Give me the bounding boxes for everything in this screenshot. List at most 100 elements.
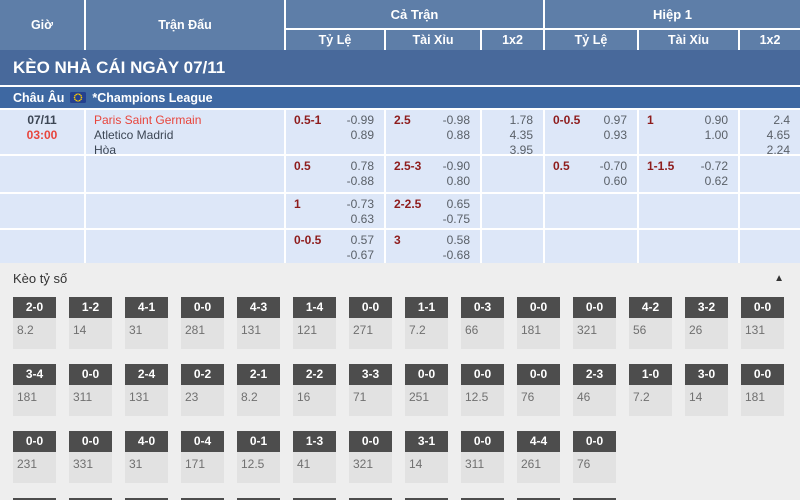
score-box[interactable]: 2-4 131 (125, 364, 168, 416)
match-time-cell (0, 194, 84, 228)
score-box[interactable]: 0-0 12.5 (461, 364, 504, 416)
score-box[interactable]: 2-0 8.2 (13, 297, 56, 349)
match-date: 07/11 (27, 113, 57, 127)
score-box[interactable]: 2-3 46 (573, 364, 616, 416)
handicap-value: 2.5-3 (394, 159, 422, 173)
score-box[interactable] (125, 498, 168, 500)
score-box[interactable] (237, 498, 280, 500)
score-label (573, 498, 616, 500)
half-handicap-cell[interactable]: 0-0.5 0.97 0.93 (545, 110, 637, 154)
score-box[interactable]: 0-2 23 (181, 364, 224, 416)
score-box[interactable]: 3-3 71 (349, 364, 392, 416)
score-box[interactable]: 0-0 331 (69, 431, 112, 483)
full-overunder-cell[interactable]: 3 0.58 -0.68 (386, 230, 480, 263)
score-box[interactable]: 0-0 231 (13, 431, 56, 483)
score-box[interactable]: 3-2 26 (685, 297, 728, 349)
odds-value: 4.35 (509, 128, 533, 142)
odds-value: 1.00 (704, 128, 728, 142)
odds-value: 0.97 (603, 113, 627, 127)
full-handicap-cell[interactable]: 0.5-1 -0.99 0.89 (286, 110, 384, 154)
draw-label: Hòa (94, 143, 117, 154)
score-box[interactable]: 0-1 12.5 (237, 431, 280, 483)
full-overunder-cell[interactable]: 2-2.5 0.65 -0.75 (386, 194, 480, 228)
score-odds: 76 (517, 385, 560, 416)
score-box[interactable] (405, 498, 448, 500)
score-box[interactable]: 0-0 321 (349, 431, 392, 483)
half-overunder-cell[interactable]: 1 0.90 1.00 (639, 110, 738, 154)
score-box[interactable]: 3-1 14 (405, 431, 448, 483)
score-box[interactable] (517, 498, 560, 500)
full-handicap-cell[interactable]: 0-0.5 0.57 -0.67 (286, 230, 384, 263)
score-box[interactable]: 2-2 16 (293, 364, 336, 416)
half-overunder-cell[interactable]: 1-1.5 -0.72 0.62 (639, 156, 738, 192)
score-box[interactable]: 1-1 7.2 (405, 297, 448, 349)
odds-value: -0.99 (346, 113, 374, 127)
score-label: 0-0 (741, 297, 784, 318)
full-handicap-cell[interactable]: 1 -0.73 0.63 (286, 194, 384, 228)
score-label: 3-0 (685, 364, 728, 385)
score-row: 2-0 8.2 1-2 14 4-1 31 0-0 281 4-3 131 1-4 121 0-0 271… (0, 297, 800, 349)
half-1x2-cell[interactable]: 2.4 4.65 2.24 (740, 110, 800, 154)
odds-value: -0.68 (442, 248, 470, 262)
score-box[interactable]: 0-0 131 (741, 297, 784, 349)
score-label: 4-1 (125, 297, 168, 318)
score-box[interactable] (349, 498, 392, 500)
score-box[interactable] (181, 498, 224, 500)
score-label (181, 498, 224, 500)
score-label: 4-0 (125, 431, 168, 452)
score-box[interactable]: 0-3 66 (461, 297, 504, 349)
score-box[interactable]: 4-4 261 (517, 431, 560, 483)
score-label (69, 498, 112, 500)
chevron-up-icon[interactable]: ▲ (774, 273, 784, 284)
score-box[interactable]: 3-4 181 (13, 364, 56, 416)
score-box[interactable]: 0-0 76 (517, 364, 560, 416)
score-box[interactable]: 1-3 41 (293, 431, 336, 483)
score-box[interactable]: 0-0 311 (461, 431, 504, 483)
score-label: 0-0 (181, 297, 224, 318)
score-box[interactable]: 0-0 181 (517, 297, 560, 349)
score-box[interactable]: 3-0 14 (685, 364, 728, 416)
score-odds: 14 (685, 385, 728, 416)
score-box[interactable]: 4-1 31 (125, 297, 168, 349)
odds-values: 0.57 -0.67 (347, 233, 374, 263)
score-box[interactable]: 4-2 56 (629, 297, 672, 349)
league-row[interactable]: Châu Âu *Champions League (0, 87, 800, 108)
odds-values: -0.98 0.88 (443, 113, 470, 154)
score-odds: 131 (237, 318, 280, 349)
odds-values: -0.70 0.60 (600, 159, 627, 192)
score-box[interactable]: 1-2 14 (69, 297, 112, 349)
score-box[interactable]: 0-0 251 (405, 364, 448, 416)
score-box[interactable]: 0-0 271 (349, 297, 392, 349)
handicap-value: 0-0.5 (553, 113, 581, 127)
odds-values: -0.72 0.62 (701, 159, 728, 192)
score-odds: 8.2 (237, 385, 280, 416)
score-box[interactable]: 0-0 181 (741, 364, 784, 416)
odds-values: 0.97 0.93 (604, 113, 627, 154)
match-teams-cell[interactable]: Paris Saint Germain Atletico Madrid Hòa (86, 110, 284, 154)
score-box[interactable]: 4-3 131 (237, 297, 280, 349)
half-handicap-cell[interactable]: 0.5 -0.70 0.60 (545, 156, 637, 192)
score-box[interactable] (461, 498, 504, 500)
odds-value: -0.72 (700, 159, 728, 173)
score-box[interactable]: 0-4 171 (181, 431, 224, 483)
score-box[interactable] (573, 498, 616, 500)
score-box[interactable]: 0-0 76 (573, 431, 616, 483)
score-box[interactable]: 0-0 281 (181, 297, 224, 349)
score-box[interactable] (69, 498, 112, 500)
full-overunder-cell[interactable]: 2.5 -0.98 0.88 (386, 110, 480, 154)
score-box[interactable]: 1-4 121 (293, 297, 336, 349)
score-box[interactable]: 1-0 7.2 (629, 364, 672, 416)
score-box[interactable] (13, 498, 56, 500)
score-label: 3-2 (685, 297, 728, 318)
full-1x2-cell[interactable]: 1.78 4.35 3.95 (482, 110, 543, 154)
score-box[interactable]: 4-0 31 (125, 431, 168, 483)
score-box[interactable]: 2-1 8.2 (237, 364, 280, 416)
score-section-header[interactable]: Kèo tỷ số ▲ (0, 263, 800, 294)
score-box[interactable]: 0-0 321 (573, 297, 616, 349)
full-overunder-cell[interactable]: 2.5-3 -0.90 0.80 (386, 156, 480, 192)
score-odds: 121 (293, 318, 336, 349)
col-header-match: Trận Đấu (86, 0, 284, 50)
score-box[interactable]: 0-0 311 (69, 364, 112, 416)
score-box[interactable] (293, 498, 336, 500)
full-handicap-cell[interactable]: 0.5 0.78 -0.88 (286, 156, 384, 192)
